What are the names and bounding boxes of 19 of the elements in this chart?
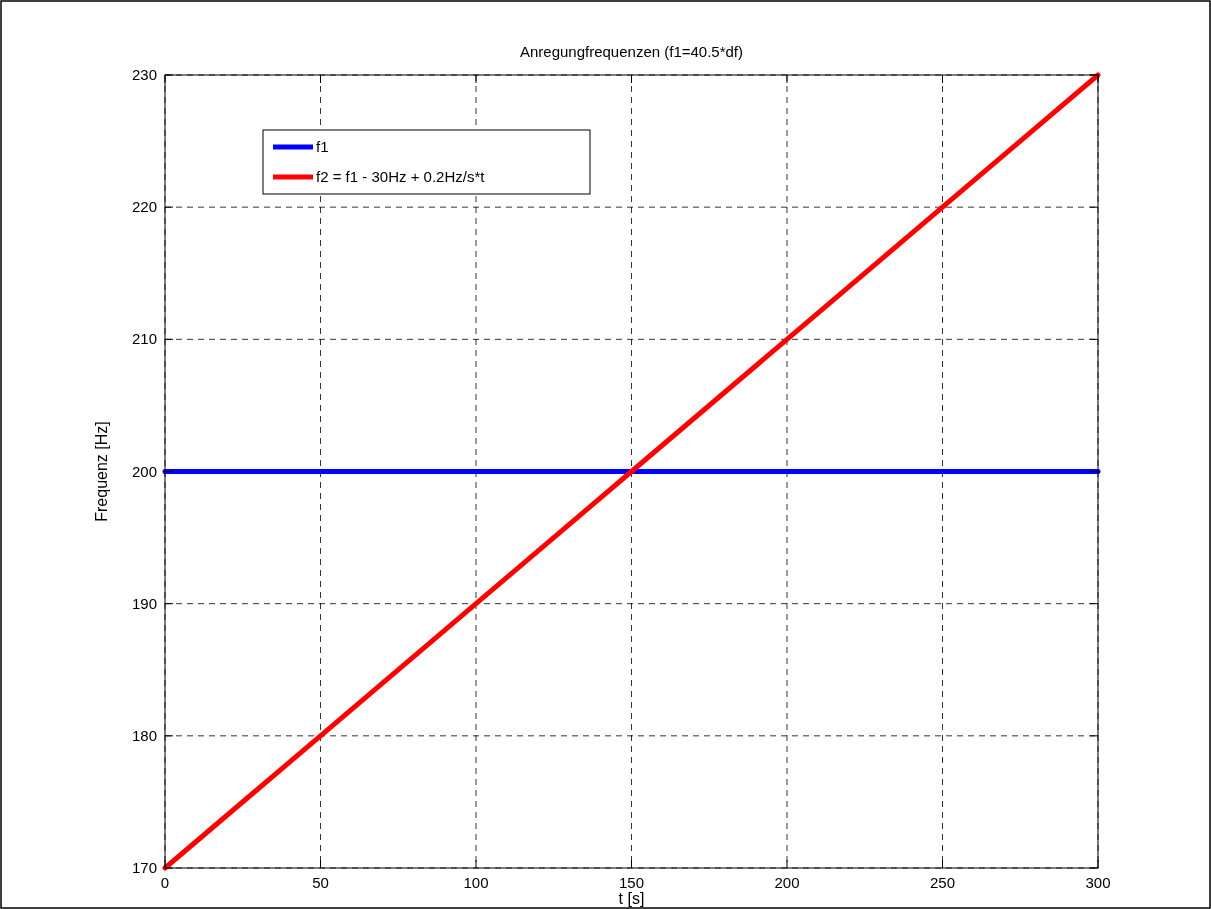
y-tick-label: 210 xyxy=(131,330,157,348)
x-tick-label: 50 xyxy=(312,874,329,891)
legend-label: f1 xyxy=(316,138,329,155)
chart-title: Anregungfrequenzen (f1=40.5*df) xyxy=(519,43,744,60)
x-tick-label: 250 xyxy=(929,874,956,891)
x-tick-label: 200 xyxy=(774,874,800,891)
y-tick-label: 170 xyxy=(131,859,157,876)
x-axis-title: t [s] xyxy=(618,890,645,907)
x-tick-label: 150 xyxy=(618,874,645,891)
y-tick-label: 220 xyxy=(131,198,157,216)
legend-label: f2 = f1 - 30Hz + 0.2Hz/s*t xyxy=(316,168,486,185)
x-tick-label: 100 xyxy=(463,874,489,891)
x-tick-label: 0 xyxy=(160,874,170,891)
y-tick-label: 180 xyxy=(131,726,157,744)
y-tick-label: 190 xyxy=(131,594,157,612)
y-axis-title: Frequenz [Hz] xyxy=(93,421,110,522)
y-tick-label: 200 xyxy=(131,462,157,480)
x-tick-label: 300 xyxy=(1085,874,1111,891)
y-tick-label: 230 xyxy=(131,66,157,83)
